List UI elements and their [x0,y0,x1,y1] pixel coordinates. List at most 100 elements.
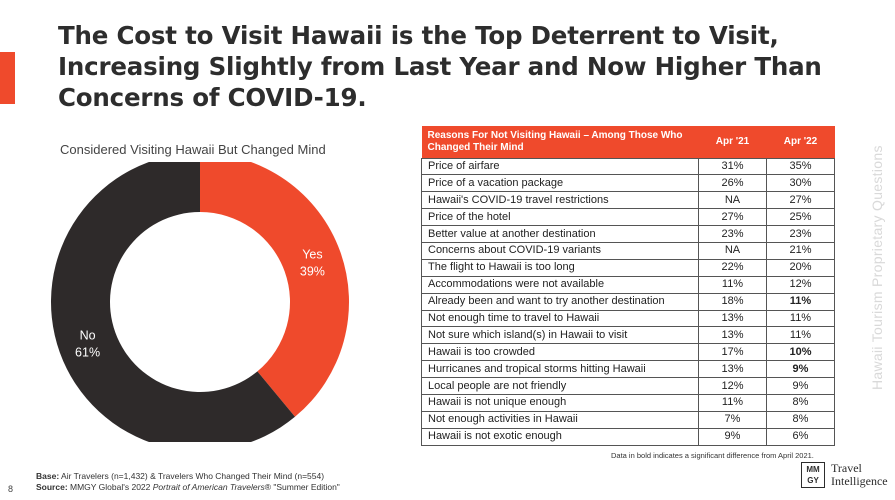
table-row: Price of the hotel 27% 25% [421,208,835,227]
reason-cell: Concerns about COVID-19 variants [421,241,699,260]
logo-mark: MM GY [801,462,825,488]
table-row: Better value at another destination 23% 23… [421,225,835,243]
table-header-row: Reasons For Not Visiting Hawaii – Among … [421,126,835,158]
reason-cell: The flight to Hawaii is too long [421,258,699,277]
source-label: Source: [36,482,68,492]
apr-21-cell: NA [698,191,767,210]
apr-22-cell: 25% [766,208,835,227]
apr-21-cell: 17% [698,343,767,362]
page-number: 8 [8,484,14,494]
column-header-apr-21: Apr '21 [698,126,767,158]
source-note: Source: MMGY Global's 2022 Portrait of A… [36,482,340,493]
column-header-reason: Reasons For Not Visiting Hawaii – Among … [421,126,699,158]
footer-notes: Base: Air Travelers (n=1,432) & Traveler… [36,471,340,493]
slice-label-no: No [80,328,96,342]
reasons-table: Reasons For Not Visiting Hawaii – Among … [421,126,835,446]
table-row: Not enough time to travel to Hawaii 13% 11… [421,309,835,328]
apr-21-cell: 7% [698,410,767,429]
apr-21-cell: 12% [698,377,767,395]
source-text: MMGY Global's 2022 [67,482,153,492]
table-row: Not sure which island(s) in Hawaii to vi… [421,326,835,345]
source-publication: Portrait of American Travelers [152,482,265,492]
apr-22-cell: 6% [766,427,835,446]
column-header-apr-22: Apr '22 [766,126,835,158]
apr-21-cell: 18% [698,292,767,311]
apr-21-cell: NA [698,241,767,260]
apr-22-cell: 30% [766,174,835,193]
logo-mark-bottom: GY [807,476,819,485]
table-row: Hurricanes and tropical storms hitting H… [421,360,835,379]
page-title: The Cost to Visit Hawaii is the Top Dete… [58,21,822,112]
apr-21-cell: 26% [698,174,767,193]
table-row: Hawaii is too crowded 17% 10% [421,343,835,362]
slice-value-no: 61% [75,345,100,359]
donut-chart: Yes 39% No 61% [51,162,349,442]
apr-22-cell: 27% [766,191,835,210]
reason-cell: Hurricanes and tropical storms hitting H… [421,360,699,379]
reason-cell: Not sure which island(s) in Hawaii to vi… [421,326,699,345]
apr-22-cell: 10% [766,343,835,362]
apr-22-cell: 11% [766,309,835,328]
apr-22-cell: 35% [766,157,835,176]
reason-cell: Price of the hotel [421,208,699,227]
apr-22-cell: 11% [766,292,835,311]
accent-bar [0,52,15,104]
apr-22-cell: 12% [766,275,835,294]
reason-cell: Price of airfare [421,157,699,176]
apr-21-cell: 13% [698,360,767,379]
reason-cell: Better value at another destination [421,225,699,243]
reason-cell: Hawaii is not unique enough [421,393,699,412]
donut-slice-yes [200,162,349,417]
table-row: Local people are not friendly 12% 9% [421,377,835,395]
table-row: Hawaii is not exotic enough 9% 6% [421,427,835,446]
apr-21-cell: 27% [698,208,767,227]
logo-mark-top: MM [806,465,820,474]
reason-cell: Already been and want to try another des… [421,292,699,311]
table-row: Hawaii's COVID-19 travel restrictions NA 2… [421,191,835,210]
apr-22-cell: 23% [766,225,835,243]
apr-21-cell: 11% [698,393,767,412]
apr-22-cell: 9% [766,377,835,395]
apr-22-cell: 21% [766,241,835,260]
significance-note: Data in bold indicates a significant dif… [611,451,814,460]
donut-slice-no [51,162,295,442]
slice-value-yes: 39% [300,265,325,279]
base-note: Base: Air Travelers (n=1,432) & Traveler… [36,471,340,482]
table-row: Hawaii is not unique enough 11% 8% [421,393,835,412]
table-row: Accommodations were not available 11% 12% [421,275,835,294]
apr-21-cell: 13% [698,309,767,328]
reason-cell: Hawaii's COVID-19 travel restrictions [421,191,699,210]
table-row: Already been and want to try another des… [421,292,835,311]
apr-22-cell: 20% [766,258,835,277]
logo-line-1: Travel [831,461,862,475]
base-text: Air Travelers (n=1,432) & Travelers Who … [59,471,325,481]
apr-21-cell: 13% [698,326,767,345]
reason-cell: Price of a vacation package [421,174,699,193]
logo-wordmark: Travel Intelligence [831,462,888,487]
table-row: Price of airfare 31% 35% [421,157,835,176]
reason-cell: Hawaii is too crowded [421,343,699,362]
mmgy-logo: MM GY Travel Intelligence [801,462,889,490]
table-row: Not enough activities in Hawaii 7% 8% [421,410,835,429]
reason-cell: Hawaii is not exotic enough [421,427,699,446]
donut-chart-title: Considered Visiting Hawaii But Changed M… [60,142,326,157]
table-row: Price of a vacation package 26% 30% [421,174,835,193]
apr-21-cell: 11% [698,275,767,294]
reason-cell: Not enough time to travel to Hawaii [421,309,699,328]
slice-label-yes: Yes [302,248,322,262]
side-label: Hawaii Tourism Proprietary Questions [869,145,885,390]
apr-21-cell: 31% [698,157,767,176]
apr-21-cell: 23% [698,225,767,243]
apr-22-cell: 11% [766,326,835,345]
table-row: Concerns about COVID-19 variants NA 21% [421,241,835,260]
base-label: Base: [36,471,60,481]
source-edition: ® "Summer Edition" [264,482,340,492]
table-row: The flight to Hawaii is too long 22% 20% [421,258,835,277]
logo-line-2: Intelligence [831,473,888,488]
apr-21-cell: 22% [698,258,767,277]
reason-cell: Accommodations were not available [421,275,699,294]
reason-cell: Not enough activities in Hawaii [421,410,699,429]
apr-22-cell: 9% [766,360,835,379]
apr-21-cell: 9% [698,427,767,446]
apr-22-cell: 8% [766,410,835,429]
